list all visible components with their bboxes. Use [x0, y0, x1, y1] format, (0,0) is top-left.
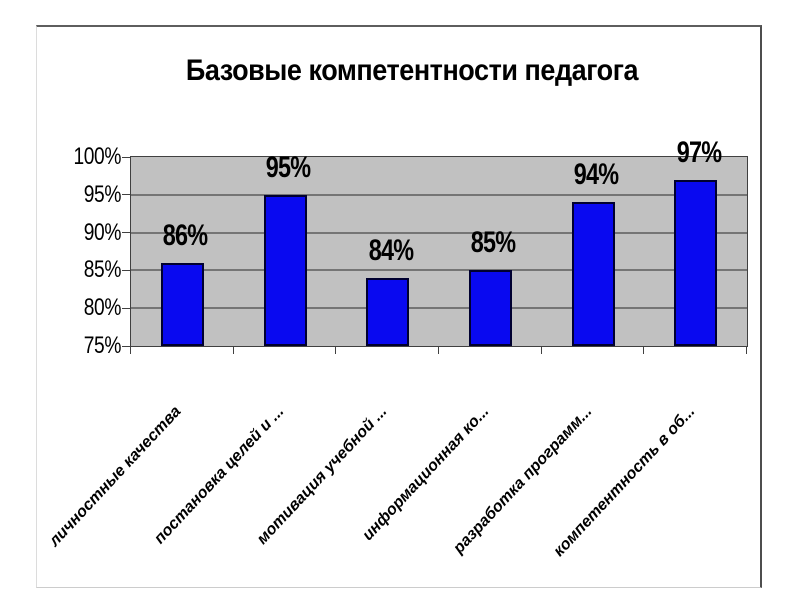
- x-axis-tick: [335, 347, 337, 354]
- y-axis-tick-label: 75%: [83, 332, 122, 359]
- x-axis-tick: [746, 347, 747, 354]
- x-axis-tick: [643, 347, 645, 354]
- y-axis-tick: [122, 345, 131, 347]
- y-axis-tick-label: 90%: [83, 218, 122, 246]
- plot-area: [130, 156, 748, 347]
- bar: [571, 202, 615, 346]
- gridline: [131, 269, 747, 272]
- y-axis-tick: [122, 307, 131, 309]
- x-axis-tick: [540, 347, 542, 354]
- gridline: [131, 193, 747, 196]
- value-label: 95%: [265, 150, 311, 184]
- slide: Базовые компетентности педагога 100% 95% 9…: [36, 25, 762, 588]
- x-axis-tick: [438, 347, 439, 354]
- y-axis-tick: [122, 232, 131, 234]
- category-label: постановка целей и ...: [151, 403, 288, 548]
- y-axis-tick-label: 95%: [83, 180, 122, 208]
- value-label: 86%: [163, 218, 208, 252]
- x-axis-tick: [130, 347, 131, 354]
- chart-title: Базовые компетентности педагога: [185, 54, 639, 87]
- value-label: 85%: [471, 226, 516, 260]
- y-axis-tick-label: 100%: [73, 143, 121, 170]
- category-label: информационная ко...: [359, 403, 493, 544]
- bar: [160, 262, 204, 346]
- bar: [366, 277, 410, 346]
- y-axis-tick: [122, 269, 131, 271]
- category-label: личностные качества: [46, 403, 185, 550]
- bar: [263, 194, 307, 346]
- y-axis-tick-label: 80%: [83, 294, 122, 322]
- value-label: 94%: [573, 158, 619, 192]
- value-label: 97%: [676, 135, 721, 169]
- category-label: разработка программ...: [450, 403, 596, 557]
- bar: [674, 179, 718, 346]
- gridline: [131, 231, 747, 234]
- x-axis-tick: [232, 347, 234, 354]
- y-axis-tick-label: 85%: [83, 256, 122, 284]
- category-label: компетентность в об...: [550, 403, 699, 561]
- category-label: мотивация учебной ...: [253, 403, 391, 548]
- gridline: [131, 307, 747, 310]
- y-axis-tick: [122, 156, 131, 158]
- value-label: 84%: [368, 233, 413, 267]
- bar: [468, 270, 512, 346]
- y-axis-tick: [122, 194, 131, 196]
